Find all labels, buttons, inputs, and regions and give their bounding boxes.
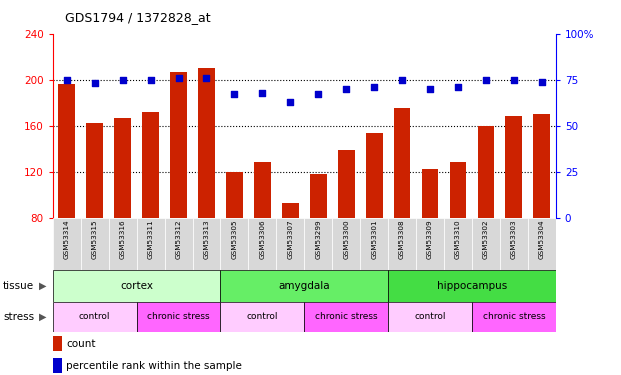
Bar <box>422 169 438 217</box>
Bar <box>388 302 472 332</box>
Point <box>145 77 155 83</box>
Bar <box>53 270 220 302</box>
Bar <box>220 270 388 302</box>
Text: hippocampus: hippocampus <box>437 281 507 291</box>
Bar <box>142 112 159 218</box>
Bar <box>472 302 556 332</box>
Bar <box>304 302 388 332</box>
Text: control: control <box>79 312 111 321</box>
Text: chronic stress: chronic stress <box>483 312 545 321</box>
Bar <box>53 302 137 332</box>
FancyBboxPatch shape <box>109 217 137 270</box>
FancyBboxPatch shape <box>388 217 416 270</box>
Text: GSM53315: GSM53315 <box>92 219 97 259</box>
Bar <box>86 123 103 218</box>
Text: GSM53307: GSM53307 <box>288 219 293 259</box>
Text: stress: stress <box>3 312 34 322</box>
Text: GSM53306: GSM53306 <box>260 219 265 259</box>
Text: GSM53305: GSM53305 <box>232 219 237 259</box>
Bar <box>533 114 550 218</box>
Bar <box>310 174 327 217</box>
Text: GSM53313: GSM53313 <box>204 219 209 259</box>
Point <box>173 75 183 81</box>
Bar <box>394 108 410 217</box>
FancyBboxPatch shape <box>360 217 388 270</box>
Text: GDS1794 / 1372828_at: GDS1794 / 1372828_at <box>65 11 211 24</box>
Text: cortex: cortex <box>120 281 153 291</box>
FancyBboxPatch shape <box>137 217 165 270</box>
Text: ▶: ▶ <box>39 312 47 322</box>
Bar <box>220 302 304 332</box>
Text: chronic stress: chronic stress <box>315 312 378 321</box>
Text: control: control <box>247 312 278 321</box>
Text: GSM53299: GSM53299 <box>315 219 321 259</box>
Bar <box>198 68 215 218</box>
Text: amygdala: amygdala <box>278 281 330 291</box>
Bar <box>505 116 522 218</box>
Text: GSM53303: GSM53303 <box>511 219 517 259</box>
Text: GSM53312: GSM53312 <box>176 219 181 259</box>
FancyBboxPatch shape <box>193 217 220 270</box>
Text: GSM53301: GSM53301 <box>371 219 377 259</box>
FancyBboxPatch shape <box>444 217 472 270</box>
Point <box>117 77 127 83</box>
Bar <box>226 172 243 217</box>
Point <box>425 86 435 92</box>
Bar <box>53 358 62 373</box>
Bar <box>388 270 556 302</box>
FancyBboxPatch shape <box>165 217 193 270</box>
FancyBboxPatch shape <box>304 217 332 270</box>
Point <box>229 92 239 98</box>
Bar <box>170 72 187 217</box>
Point <box>313 92 323 98</box>
Bar <box>254 162 271 218</box>
Text: GSM53310: GSM53310 <box>455 219 461 259</box>
Point <box>453 84 463 90</box>
Point <box>285 99 295 105</box>
FancyBboxPatch shape <box>81 217 109 270</box>
FancyBboxPatch shape <box>220 217 248 270</box>
Point <box>397 77 407 83</box>
Text: GSM53314: GSM53314 <box>64 219 70 259</box>
Point <box>201 75 211 81</box>
Text: GSM53316: GSM53316 <box>120 219 125 259</box>
Point <box>61 77 71 83</box>
Text: GSM53309: GSM53309 <box>427 219 433 259</box>
Text: GSM53308: GSM53308 <box>399 219 405 259</box>
Text: count: count <box>66 339 96 349</box>
FancyBboxPatch shape <box>472 217 500 270</box>
Point <box>89 80 99 86</box>
FancyBboxPatch shape <box>276 217 304 270</box>
Text: GSM53304: GSM53304 <box>539 219 545 259</box>
FancyBboxPatch shape <box>53 217 81 270</box>
FancyBboxPatch shape <box>500 217 528 270</box>
Text: percentile rank within the sample: percentile rank within the sample <box>66 360 242 370</box>
Point <box>369 84 379 90</box>
Point <box>481 77 491 83</box>
Bar <box>114 118 131 218</box>
Point <box>509 77 519 83</box>
Bar <box>338 150 355 217</box>
Text: tissue: tissue <box>3 281 34 291</box>
Text: ▶: ▶ <box>39 281 47 291</box>
Point <box>257 90 267 96</box>
Bar <box>282 202 299 217</box>
Text: control: control <box>414 312 446 321</box>
Bar <box>450 162 466 218</box>
Bar <box>53 336 62 351</box>
Bar <box>137 302 220 332</box>
Bar <box>366 132 383 218</box>
FancyBboxPatch shape <box>332 217 360 270</box>
Point <box>341 86 351 92</box>
Text: GSM53302: GSM53302 <box>483 219 489 259</box>
Bar <box>58 84 75 218</box>
FancyBboxPatch shape <box>248 217 276 270</box>
Bar <box>478 126 494 218</box>
Point <box>537 78 546 84</box>
Text: GSM53300: GSM53300 <box>343 219 349 259</box>
FancyBboxPatch shape <box>416 217 444 270</box>
Text: chronic stress: chronic stress <box>147 312 210 321</box>
Text: GSM53311: GSM53311 <box>148 219 153 259</box>
FancyBboxPatch shape <box>528 217 556 270</box>
